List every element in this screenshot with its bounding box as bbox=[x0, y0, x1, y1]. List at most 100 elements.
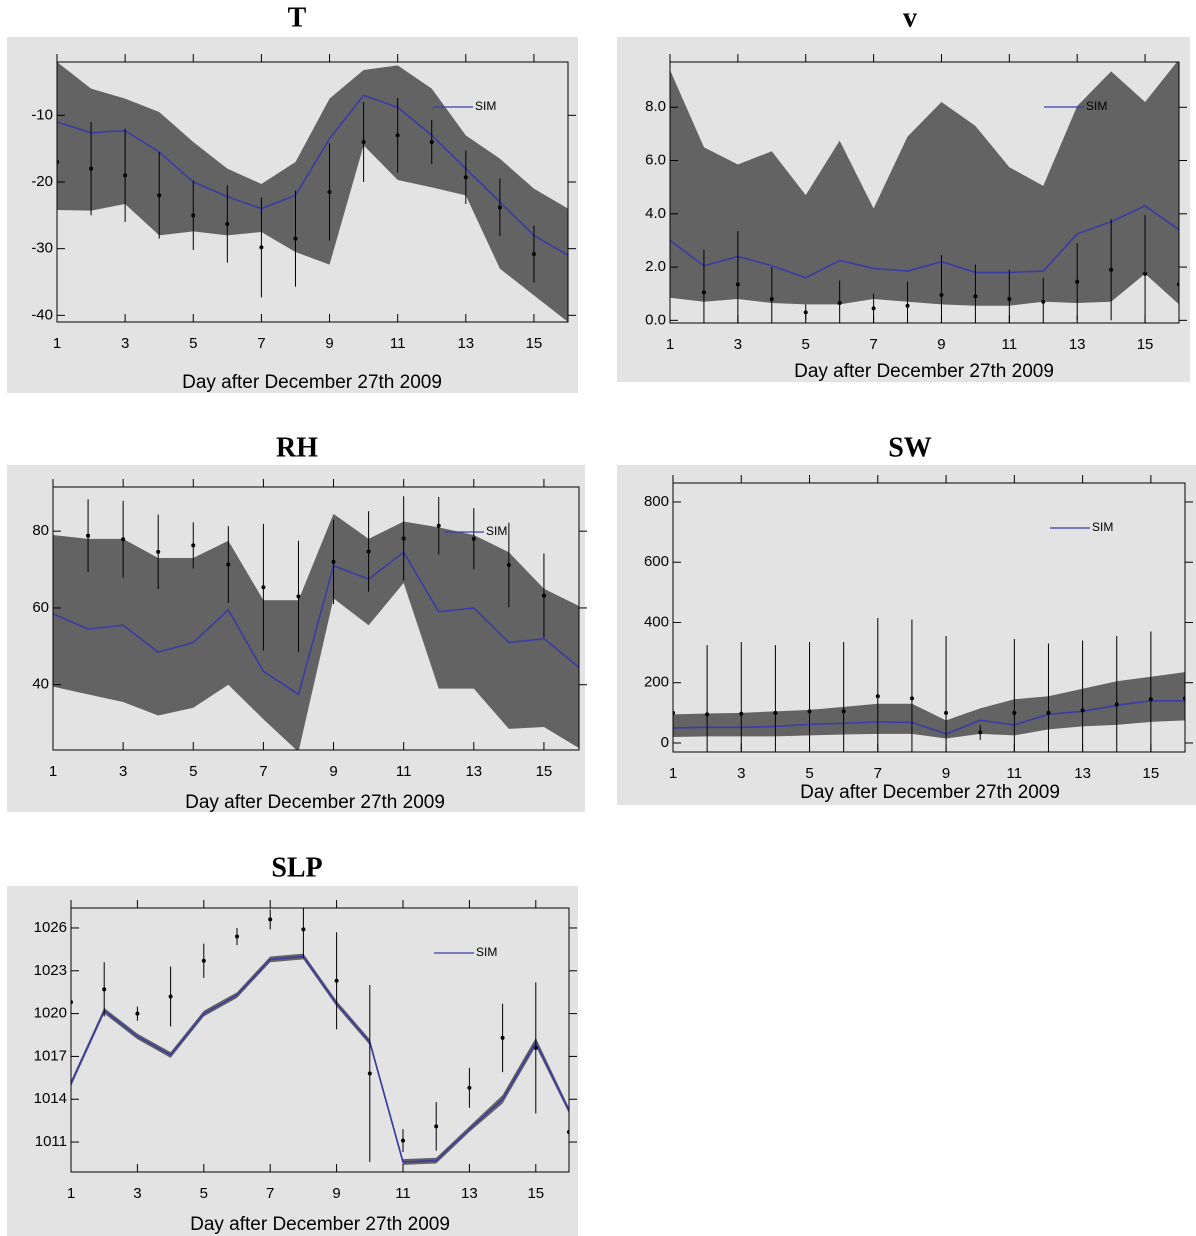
legend-label: SIM bbox=[1092, 520, 1113, 534]
obs-point bbox=[434, 1124, 439, 1129]
sim-line bbox=[670, 204, 1179, 279]
y-tick-label: 1026 bbox=[34, 919, 67, 936]
obs-point bbox=[909, 696, 914, 701]
obs-point bbox=[361, 140, 366, 144]
x-tick-label: 9 bbox=[332, 1185, 340, 1202]
plot-frame bbox=[56, 61, 569, 323]
obs-point bbox=[201, 958, 206, 963]
x-tick-label: 15 bbox=[1137, 336, 1154, 353]
legend-label: SIM bbox=[486, 524, 507, 538]
y-tick-label: -20 bbox=[31, 173, 53, 190]
obs-point bbox=[841, 709, 846, 714]
obs-point bbox=[1041, 299, 1046, 304]
x-tick-label: 13 bbox=[465, 763, 482, 780]
y-tick-label: 60 bbox=[32, 599, 49, 616]
obs-point bbox=[436, 523, 441, 528]
x-tick-label: 5 bbox=[802, 336, 810, 353]
x-tick-label: 13 bbox=[461, 1185, 478, 1202]
obs-point bbox=[235, 934, 239, 939]
x-tick-label: 13 bbox=[1074, 765, 1091, 782]
obs-point bbox=[102, 987, 107, 992]
y-tick-label: -10 bbox=[31, 106, 53, 123]
x-tick-label: 3 bbox=[119, 763, 127, 780]
x-tick-label: 3 bbox=[133, 1185, 141, 1202]
obs-point bbox=[978, 730, 983, 735]
plot-area bbox=[57, 62, 568, 322]
x-tick-label: 11 bbox=[1002, 336, 1018, 353]
obs-point bbox=[1007, 297, 1012, 302]
x-tick-label: 7 bbox=[869, 336, 877, 353]
obs-point bbox=[156, 549, 161, 554]
obs-point bbox=[1080, 708, 1085, 713]
obs-point bbox=[541, 593, 546, 598]
obs-point bbox=[301, 927, 306, 932]
x-axis-label: Day after December 27th 2009 bbox=[185, 792, 445, 813]
obs-point bbox=[268, 917, 273, 922]
x-tick-label: 5 bbox=[189, 335, 197, 352]
obs-point bbox=[500, 1035, 505, 1040]
obs-point bbox=[871, 306, 876, 311]
obs-point bbox=[327, 190, 332, 194]
obs-point bbox=[467, 1085, 472, 1090]
y-tick-label: 1014 bbox=[34, 1090, 67, 1107]
obs-point bbox=[157, 193, 162, 198]
plot-frame bbox=[70, 907, 570, 1173]
x-tick-label: 7 bbox=[257, 335, 265, 352]
obs-point bbox=[168, 994, 173, 999]
x-tick-label: 1 bbox=[669, 765, 677, 782]
obs-point bbox=[293, 236, 298, 241]
x-tick-label: 11 bbox=[396, 763, 412, 780]
x-tick-label: 11 bbox=[390, 335, 406, 352]
obs-point bbox=[1075, 279, 1080, 284]
x-tick-label: 7 bbox=[259, 763, 267, 780]
x-tick-label: 11 bbox=[1007, 765, 1023, 782]
obs-point bbox=[939, 293, 944, 298]
obs-point bbox=[973, 294, 978, 299]
x-tick-label: 15 bbox=[1143, 765, 1160, 782]
chart-title: SLP bbox=[271, 852, 322, 883]
x-tick-label: 13 bbox=[457, 335, 474, 352]
x-axis-label: Day after December 27th 2009 bbox=[190, 1214, 450, 1235]
x-tick-label: 1 bbox=[49, 763, 57, 780]
plot-area bbox=[670, 62, 1179, 323]
obs-point bbox=[86, 533, 91, 538]
sim-line bbox=[673, 699, 1185, 735]
obs-point bbox=[123, 173, 128, 178]
obs-point bbox=[1148, 697, 1153, 702]
obs-point bbox=[497, 205, 502, 210]
obs-point bbox=[1012, 710, 1017, 715]
ensemble-band bbox=[57, 62, 568, 322]
obs-point bbox=[89, 166, 94, 171]
x-tick-label: 5 bbox=[200, 1185, 208, 1202]
obs-point bbox=[705, 712, 710, 717]
x-tick-label: 13 bbox=[1069, 336, 1086, 353]
x-tick-label: 5 bbox=[189, 763, 197, 780]
obs-point bbox=[837, 301, 842, 306]
obs-point bbox=[296, 594, 301, 599]
chart-title: v bbox=[903, 2, 917, 33]
obs-point bbox=[1114, 702, 1119, 707]
y-tick-label: 1023 bbox=[34, 962, 67, 979]
obs-point bbox=[701, 290, 706, 295]
legend-label: SIM bbox=[476, 945, 497, 959]
x-tick-label: 3 bbox=[121, 335, 129, 352]
x-tick-label: 11 bbox=[395, 1185, 411, 1202]
obs-point bbox=[739, 711, 744, 716]
y-tick-label: 40 bbox=[32, 676, 49, 693]
chart-title: T bbox=[288, 2, 307, 33]
x-tick-label: 7 bbox=[874, 765, 882, 782]
x-tick-label: 3 bbox=[734, 336, 742, 353]
obs-point bbox=[769, 297, 774, 302]
y-tick-label: 600 bbox=[644, 553, 669, 570]
obs-point bbox=[1143, 271, 1148, 276]
obs-point bbox=[905, 303, 910, 308]
sim-line bbox=[57, 94, 568, 257]
obs-point bbox=[533, 1045, 538, 1050]
y-tick-label: 200 bbox=[644, 674, 669, 691]
y-tick-label: 1017 bbox=[34, 1047, 67, 1064]
chart-title: SW bbox=[888, 432, 932, 463]
x-tick-label: 3 bbox=[737, 765, 745, 782]
obs-point bbox=[401, 1138, 405, 1143]
obs-point bbox=[261, 585, 266, 590]
obs-point bbox=[191, 543, 196, 548]
